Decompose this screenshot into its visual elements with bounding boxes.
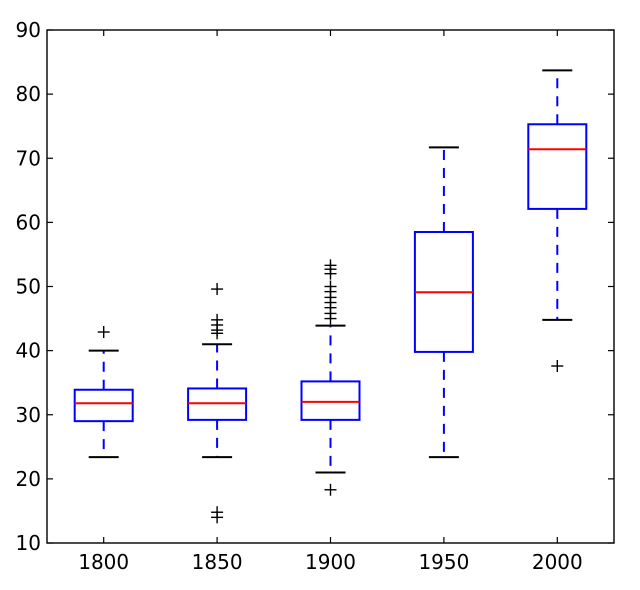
y-tick-label: 20 bbox=[16, 467, 41, 491]
box-group-1800 bbox=[73, 326, 134, 459]
box-group-1850 bbox=[187, 283, 248, 524]
outlier-marker bbox=[324, 483, 337, 496]
y-tick-label: 10 bbox=[16, 531, 41, 555]
y-tick-label: 30 bbox=[16, 403, 41, 427]
y-axis-ticks: 10 20 30 40 50 60 70 80 90 bbox=[16, 18, 614, 555]
box-groups bbox=[73, 69, 588, 524]
y-tick-label: 80 bbox=[16, 82, 41, 106]
x-axis-ticks: 1800 1850 1900 1950 2000 bbox=[78, 30, 583, 574]
iqr-box bbox=[73, 388, 134, 423]
y-tick-label: 50 bbox=[16, 275, 41, 299]
x-tick-label: 1900 bbox=[305, 550, 356, 574]
iqr-box bbox=[300, 380, 361, 421]
y-tick-label: 60 bbox=[16, 210, 41, 234]
y-tick-label: 90 bbox=[16, 18, 41, 42]
outlier-marker bbox=[324, 280, 337, 293]
outlier-marker bbox=[211, 506, 224, 519]
y-tick-label: 70 bbox=[16, 146, 41, 170]
x-tick-label: 2000 bbox=[532, 550, 583, 574]
box-group-2000 bbox=[527, 69, 588, 373]
outlier-marker bbox=[97, 326, 110, 339]
outlier-marker bbox=[211, 313, 224, 326]
plot-frame bbox=[46, 29, 615, 544]
x-tick-label: 1800 bbox=[78, 550, 129, 574]
x-tick-label: 1850 bbox=[192, 550, 243, 574]
box-group-1900 bbox=[300, 259, 361, 496]
iqr-box bbox=[527, 123, 588, 210]
y-tick-label: 40 bbox=[16, 339, 41, 363]
box-group-1950 bbox=[413, 146, 474, 459]
outlier-marker bbox=[211, 283, 224, 296]
x-tick-label: 1950 bbox=[418, 550, 469, 574]
outlier-marker bbox=[324, 259, 337, 272]
outlier-marker bbox=[551, 360, 564, 373]
